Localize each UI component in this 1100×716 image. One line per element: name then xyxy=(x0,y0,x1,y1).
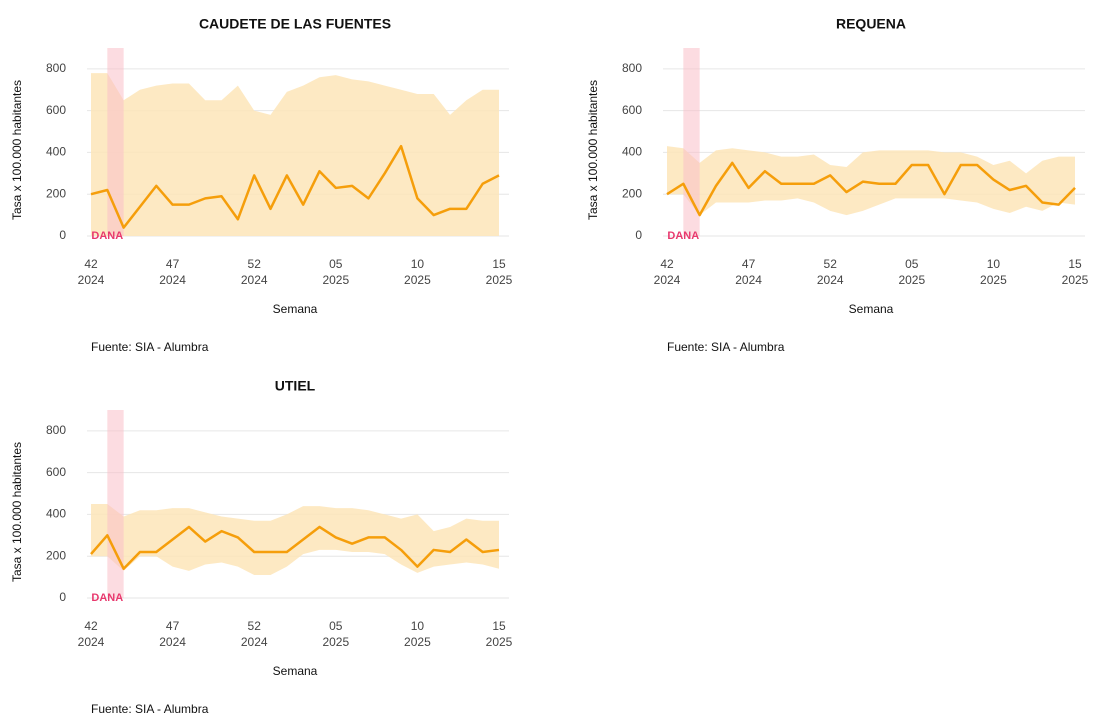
x-tick-label: 10 2025 xyxy=(404,257,431,287)
y-axis-title: Tasa x 100.000 habitantes xyxy=(10,442,24,582)
x-tick-label: 10 2025 xyxy=(980,257,1007,287)
x-tick-label: 47 2024 xyxy=(735,257,762,287)
source-note: Fuente: SIA - Alumbra xyxy=(91,340,209,354)
x-tick-label: 42 2024 xyxy=(78,619,105,649)
y-tick-label: 800 xyxy=(622,61,642,75)
highlight-region xyxy=(107,410,124,598)
x-tick-label: 15 2025 xyxy=(486,619,513,649)
highlight-region xyxy=(107,48,124,236)
x-tick-label: 15 2025 xyxy=(486,257,513,287)
confidence-band xyxy=(91,73,499,236)
y-tick-label: 800 xyxy=(46,423,66,437)
x-tick-label: 47 2024 xyxy=(159,619,186,649)
chart-panel: REQUENA Tasa x 100.000 habitantes Semana Fu… xyxy=(586,16,1088,354)
y-tick-label: 200 xyxy=(46,186,66,200)
y-tick-label: 0 xyxy=(635,228,642,242)
x-tick-label: 10 2025 xyxy=(404,619,431,649)
annotation: DANA xyxy=(91,230,123,242)
y-axis-title: Tasa x 100.000 habitantes xyxy=(10,80,24,220)
x-tick-label: 47 2024 xyxy=(159,257,186,287)
x-tick-label: 05 2025 xyxy=(322,257,349,287)
confidence-band xyxy=(91,503,499,575)
y-tick-label: 400 xyxy=(46,507,66,521)
x-tick-label: 42 2024 xyxy=(78,257,105,287)
y-tick-label: 200 xyxy=(622,186,642,200)
chart-title: REQUENA xyxy=(836,16,906,32)
x-axis-title: Semana xyxy=(849,302,894,316)
x-tick-label: 05 2025 xyxy=(322,619,349,649)
y-tick-label: 600 xyxy=(46,465,66,479)
y-axis-title: Tasa x 100.000 habitantes xyxy=(586,80,600,220)
annotation: DANA xyxy=(667,230,699,242)
rate-line xyxy=(90,144,500,229)
y-tick-label: 600 xyxy=(622,103,642,117)
x-axis-title: Semana xyxy=(273,302,318,316)
rate-line xyxy=(666,161,1076,217)
x-axis-title: Semana xyxy=(273,664,318,678)
chart-title: UTIEL xyxy=(275,378,316,394)
y-tick-label: 400 xyxy=(46,145,66,159)
x-tick-label: 05 2025 xyxy=(898,257,925,287)
x-tick-label: 42 2024 xyxy=(654,257,681,287)
x-tick-label: 15 2025 xyxy=(1062,257,1089,287)
y-tick-label: 0 xyxy=(59,590,66,604)
source-note: Fuente: SIA - Alumbra xyxy=(91,702,209,716)
chart-title: CAUDETE DE LAS FUENTES xyxy=(199,16,391,32)
y-tick-label: 400 xyxy=(622,145,642,159)
y-tick-label: 600 xyxy=(46,103,66,117)
x-tick-label: 52 2024 xyxy=(817,257,844,287)
confidence-band xyxy=(667,146,1075,216)
chart-panel: CAUDETE DE LAS FUENTES Tasa x 100.000 hab… xyxy=(10,16,512,354)
x-tick-label: 52 2024 xyxy=(241,619,268,649)
y-tick-label: 800 xyxy=(46,61,66,75)
source-note: Fuente: SIA - Alumbra xyxy=(667,340,785,354)
y-tick-label: 0 xyxy=(59,228,66,242)
x-tick-label: 52 2024 xyxy=(241,257,268,287)
y-tick-label: 200 xyxy=(46,548,66,562)
rate-line xyxy=(90,525,500,570)
chart-panel: UTIEL Tasa x 100.000 habitantes Semana Fuen… xyxy=(10,378,512,716)
annotation: DANA xyxy=(91,592,123,604)
